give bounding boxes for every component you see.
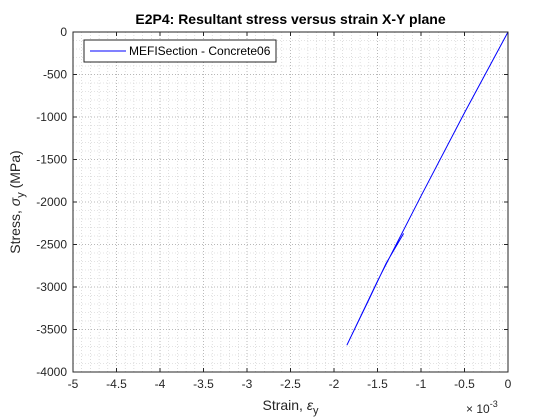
x-tick-label: -4 [155,377,166,391]
y-tick-label: -2500 [36,238,67,252]
x-axis-label: Strain, εy [262,397,319,417]
x-tick-label: 0 [505,377,512,391]
y-tick-label: -500 [43,68,67,82]
y-axis-label: Stress, σy (MPa) [7,150,27,253]
y-tick-label: -2000 [36,195,67,209]
x-tick-label: -2.5 [280,377,301,391]
x-tick-label: -3 [242,377,253,391]
legend-box [83,39,277,63]
x-tick-label: -1 [416,377,427,391]
series-layer [346,31,509,346]
y-tick-label: -1500 [36,153,67,167]
chart-title: E2P4: Resultant stress versus strain X-Y… [135,11,445,27]
legend-entry-label: MEFISection - Concrete06 [129,44,271,58]
y-tick-label: 0 [60,25,67,39]
y-tick-label: -4000 [36,365,67,379]
legend: MEFISection - Concrete06 [83,39,277,63]
x-tick-labels: -5 -4.5 -4 -3.5 -3 -2.5 -2 -1.5 -1 -0.5 0 [68,377,512,391]
axis-ticks [72,31,509,373]
series-line [346,31,509,346]
x-tick-label: -1.5 [367,377,388,391]
x-tick-label: -2 [329,377,340,391]
y-tick-labels: -4000 -3500 -3000 -2500 -2000 -1500 -1000 -500 0 [36,25,67,379]
x-tick-label: -0.5 [454,377,475,391]
x-tick-label: -5 [68,377,79,391]
x-axis-exponent: × 10-3 [466,399,498,416]
y-tick-label: -1000 [36,110,67,124]
x-tick-label: -4.5 [106,377,127,391]
x-tick-label: -3.5 [193,377,214,391]
y-tick-label: -3500 [36,323,67,337]
y-tick-label: -3000 [36,280,67,294]
